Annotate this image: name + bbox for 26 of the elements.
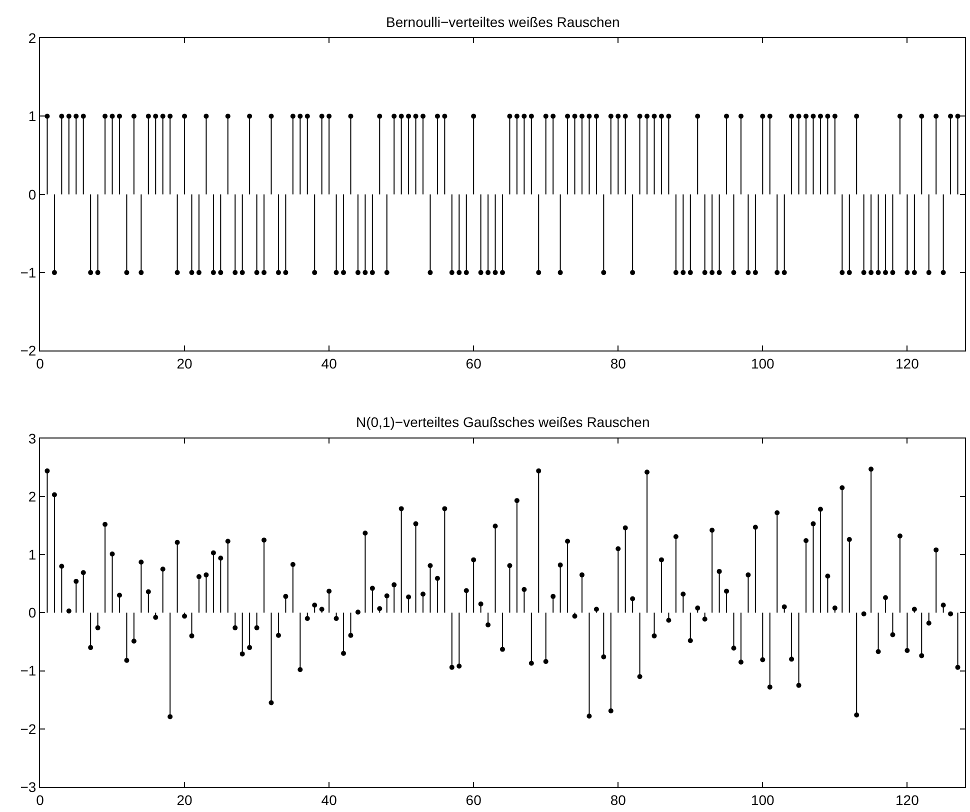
x-tick-label: 100 [750, 792, 775, 808]
x-tick-label: 120 [896, 356, 920, 372]
y-tick-label: 2 [28, 488, 36, 504]
y-tick-label: 0 [28, 604, 36, 621]
x-tick-label: 80 [610, 356, 626, 372]
x-tick-label: 20 [176, 356, 193, 372]
x-tick-label: 40 [321, 356, 338, 372]
chart-title: N(0,1)−verteiltes Gaußsches weißes Rauschen [356, 414, 650, 430]
y-tick-label: −3 [20, 778, 36, 795]
y-tick-label: −1 [20, 264, 36, 280]
y-tick-label: 1 [28, 546, 36, 562]
y-tick-label: 2 [28, 30, 36, 46]
x-tick-label: 120 [896, 792, 920, 808]
x-tick-label: 80 [610, 792, 626, 808]
x-tick-label: 20 [176, 792, 193, 808]
y-tick-label: 1 [28, 108, 36, 124]
x-tick-label: 60 [466, 792, 482, 808]
y-tick-label: 0 [28, 186, 36, 202]
x-tick-label: 60 [466, 356, 482, 372]
y-tick-label: −1 [20, 662, 36, 679]
chart-title: Bernoulli−verteiltes weißes Rauschen [386, 14, 620, 30]
x-tick-label: 40 [321, 792, 338, 808]
y-tick-label: 3 [28, 430, 36, 446]
x-tick-label: 100 [750, 356, 775, 372]
y-tick-label: −2 [20, 342, 36, 359]
y-tick-label: −2 [20, 720, 36, 737]
